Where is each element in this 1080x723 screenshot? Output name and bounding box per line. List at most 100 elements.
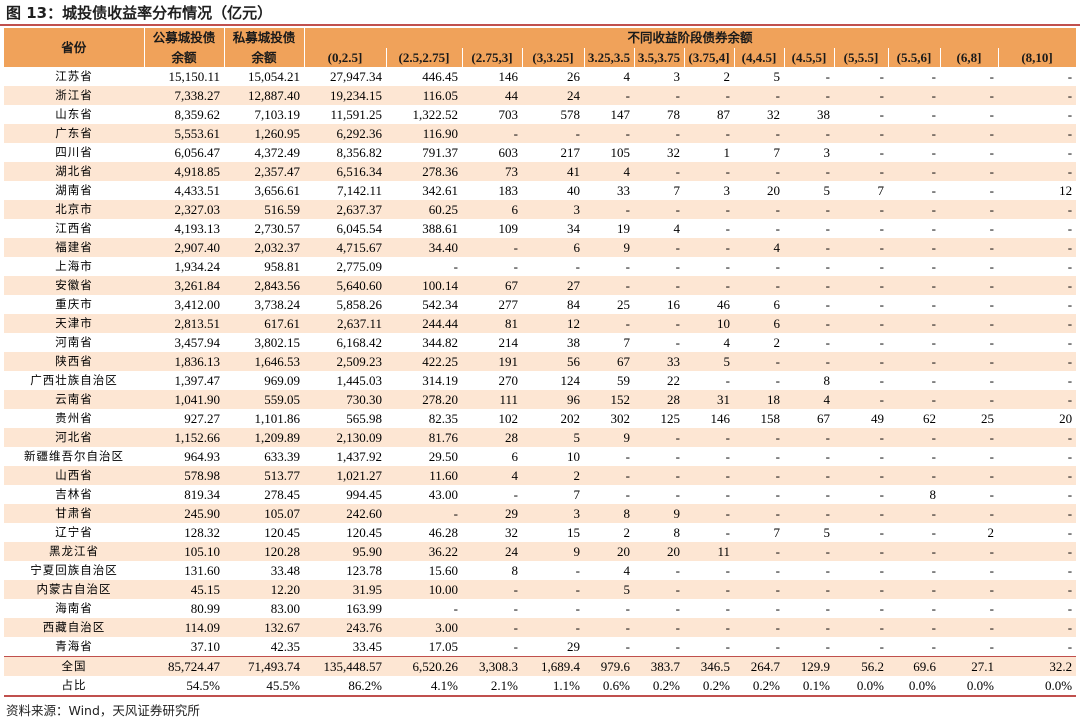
value-cell: 83.00 <box>224 599 304 618</box>
value-cell: - <box>834 447 888 466</box>
value-cell: 603 <box>462 143 522 162</box>
value-cell: 1,260.95 <box>224 124 304 143</box>
table-row: 甘肃省 245.90 105.07 242.60-29 3 8 9- - - - - - - <box>4 504 1077 523</box>
value-cell: - <box>684 238 734 257</box>
table-row: 江苏省 15,150.11 15,054.21 27,947.34 446.45 146 2… <box>4 67 1077 86</box>
value-cell: - <box>634 276 684 295</box>
value-cell: 11.60 <box>386 466 462 485</box>
value-cell: 1,021.27 <box>304 466 386 485</box>
value-cell: 7 <box>734 143 784 162</box>
value-cell: 2,130.09 <box>304 428 386 447</box>
value-cell: - <box>784 333 834 352</box>
value-cell: - <box>888 257 940 276</box>
value-cell: 2,843.56 <box>224 276 304 295</box>
range-header: 3.25,3.5 <box>584 48 635 67</box>
value-cell: - <box>888 181 940 200</box>
value-cell: 78 <box>634 105 684 124</box>
value-cell: - <box>784 599 834 618</box>
value-cell: - <box>940 257 998 276</box>
value-cell: 34.40 <box>386 238 462 257</box>
value-cell: - <box>634 466 684 485</box>
value-cell: 3 <box>522 200 584 219</box>
value-cell: - <box>634 257 684 276</box>
value-cell: - <box>834 257 888 276</box>
value-cell: 2,775.09 <box>304 257 386 276</box>
value-cell: - <box>888 637 940 657</box>
value-cell: 6,520.26 <box>386 656 462 676</box>
value-cell: 446.45 <box>386 67 462 86</box>
table-row: 江西省 4,193.13 2,730.57 6,045.54 388.61 109 34 19… <box>4 219 1077 238</box>
value-cell: 49 <box>834 409 888 428</box>
province-cell: 吉林省 <box>4 485 144 504</box>
value-cell: 278.45 <box>224 485 304 504</box>
value-cell: - <box>888 428 940 447</box>
value-cell: - <box>584 447 634 466</box>
value-cell: - <box>584 637 634 657</box>
table-row: 新疆维吾尔自治区 964.93 633.39 1,437.92 29.50 6 10- - - -… <box>4 447 1077 466</box>
value-cell: - <box>940 352 998 371</box>
value-cell: 2,813.51 <box>144 314 224 333</box>
value-cell: - <box>634 580 684 599</box>
value-cell: 9 <box>634 504 684 523</box>
value-cell: - <box>634 124 684 143</box>
value-cell: 135,448.57 <box>304 656 386 676</box>
value-cell: - <box>634 238 684 257</box>
value-cell: 6,056.47 <box>144 143 224 162</box>
value-cell: - <box>684 466 734 485</box>
value-cell: 32 <box>634 143 684 162</box>
table-row: 上海市 1,934.24 958.81 2,775.09- - - - - - - - - - - - <box>4 257 1077 276</box>
table-row: 内蒙古自治区 45.15 12.20 31.95 10.00- -5- - - - - - - - <box>4 580 1077 599</box>
value-cell: 19,234.15 <box>304 86 386 105</box>
value-cell: 819.34 <box>144 485 224 504</box>
value-cell: 2,907.40 <box>144 238 224 257</box>
value-cell: 0.0% <box>998 676 1077 697</box>
value-cell: - <box>888 447 940 466</box>
value-cell: - <box>888 390 940 409</box>
value-cell: - <box>940 181 998 200</box>
value-cell: - <box>784 276 834 295</box>
value-cell: - <box>940 371 998 390</box>
value-cell: 102 <box>462 409 522 428</box>
value-cell: - <box>940 200 998 219</box>
value-cell: - <box>834 143 888 162</box>
range-header: (5,5.5] <box>834 48 889 67</box>
value-cell: - <box>940 542 998 561</box>
value-cell: 82.35 <box>386 409 462 428</box>
province-cell: 天津市 <box>4 314 144 333</box>
value-cell: 7 <box>522 485 584 504</box>
value-cell: 5 <box>784 181 834 200</box>
value-cell: 46 <box>684 295 734 314</box>
value-cell: 6,168.42 <box>304 333 386 352</box>
value-cell: - <box>998 637 1077 657</box>
value-cell: 16 <box>634 295 684 314</box>
value-cell: - <box>998 67 1077 86</box>
value-cell: 3,412.00 <box>144 295 224 314</box>
value-cell: 1,836.13 <box>144 352 224 371</box>
value-cell: - <box>734 371 784 390</box>
value-cell: - <box>888 352 940 371</box>
value-cell: 29 <box>522 637 584 657</box>
value-cell: 3,656.61 <box>224 181 304 200</box>
value-cell: 2,637.11 <box>304 314 386 333</box>
value-cell: - <box>888 105 940 124</box>
value-cell: - <box>734 466 784 485</box>
value-cell: - <box>584 466 634 485</box>
province-cell: 福建省 <box>4 238 144 257</box>
province-cell: 西藏自治区 <box>4 618 144 637</box>
value-cell: 31.95 <box>304 580 386 599</box>
value-cell: - <box>784 257 834 276</box>
value-cell: - <box>784 580 834 599</box>
value-cell: - <box>888 523 940 542</box>
value-cell: 29 <box>462 504 522 523</box>
value-cell: - <box>834 504 888 523</box>
value-cell: - <box>734 561 784 580</box>
value-cell: - <box>834 333 888 352</box>
value-cell: 5 <box>684 352 734 371</box>
value-cell: - <box>888 219 940 238</box>
value-cell: - <box>834 162 888 181</box>
value-cell: 8 <box>584 504 634 523</box>
value-cell: 8 <box>462 561 522 580</box>
value-cell: - <box>784 352 834 371</box>
value-cell: 4,715.67 <box>304 238 386 257</box>
value-cell: 69.6 <box>888 656 940 676</box>
